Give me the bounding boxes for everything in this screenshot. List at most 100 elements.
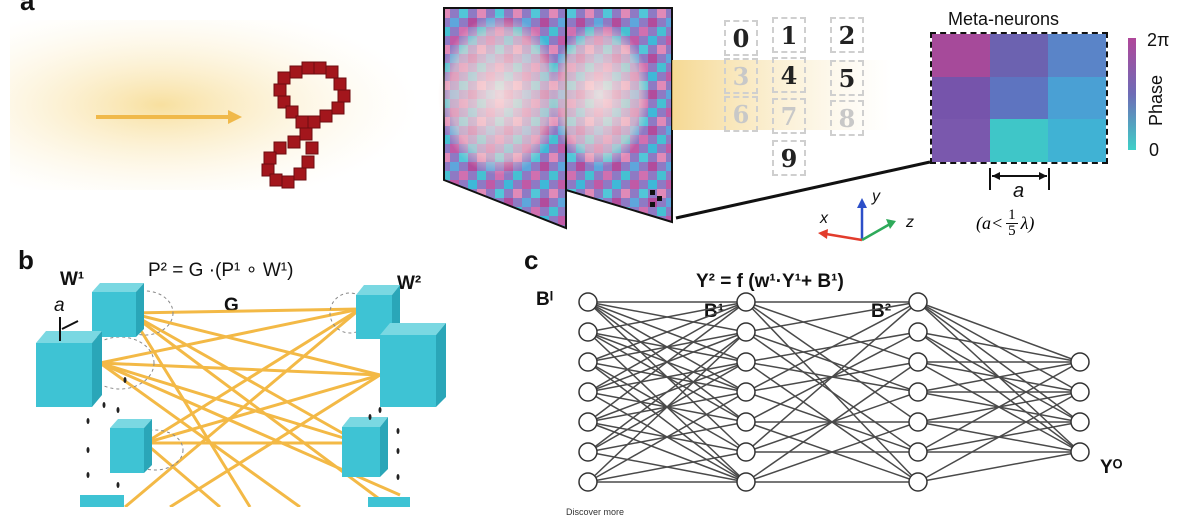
hidden1-node [736,292,756,312]
panel-b: b P² = G ·(P¹ ∘ W¹) W¹ W² G a [0,245,470,507]
output-node [1070,442,1090,462]
constraint-suffix: λ) [1020,212,1035,233]
fraction-num: 1 [1006,206,1018,224]
meta-neuron-cell [932,119,990,162]
connection-links [99,307,401,507]
hidden2-node [908,382,928,402]
meta-neuron-cell [932,34,990,77]
hidden1-node [736,352,756,372]
constraint-prefix: (a< [976,212,1004,233]
digit-cell: 1 [772,17,806,53]
metasurface-layer-2 [550,7,673,224]
input-bias-label: Bᴵ [536,289,554,310]
pitch-label: a [1013,180,1025,202]
pitch-marker [59,317,79,341]
cube-w2-mid [380,323,446,407]
axes-icon [818,198,896,242]
cube-w1-bottom [80,495,124,507]
network-nodes [578,292,1090,492]
input-node [578,352,598,372]
cube-w1-low [110,419,152,473]
hidden1-node [736,382,756,402]
digit-cell: 9 [772,140,806,176]
input-node [578,412,598,432]
fraction: 1 5 [1006,206,1018,239]
output-node [1070,412,1090,432]
digit-cell: 6 [724,96,758,132]
network-edges [587,301,1081,483]
axis-x-label: x [820,210,828,227]
zoom-line [675,160,931,220]
panel-c-equation: Y² = f (w¹·Y¹+ B¹) [696,271,844,292]
cube-neurons [36,283,446,507]
hidden1-node [736,472,756,492]
digit-cell: 8 [830,100,864,136]
metasurface-layer-1 [438,7,567,230]
input-node [578,322,598,342]
digit-label: 6 [732,99,750,129]
digit-cell: 4 [772,57,806,93]
phase-colorbar [1128,38,1136,150]
digit-label: 9 [780,143,798,173]
hidden2-node [908,412,928,432]
digit-cell: 2 [830,17,864,53]
panel-c: c Y² = f (w¹·Y¹+ B¹) Bᴵ B¹ B² Yᴼ [480,245,1190,507]
digit-label: 8 [838,103,856,133]
cube-w2-top [356,285,400,339]
cube-w2-low [342,417,388,477]
digit-eight-object [261,61,351,189]
w2-label: W² [397,273,422,294]
meta-neurons-title: Meta-neurons [948,9,1060,29]
neural-network-diagram [578,292,1090,492]
hidden1-node [736,322,756,342]
digit-label: 3 [732,61,750,91]
hidden2-node [908,442,928,462]
meta-neuron-cell [1048,119,1106,162]
panel-b-letter: b [18,245,34,275]
panel-b-illustration [36,283,446,507]
bias-2-label: B² [871,301,892,322]
digit-label: 2 [838,20,856,50]
hidden2-node [908,472,928,492]
fraction-den: 5 [1008,222,1016,239]
cube-w2-bottom [368,497,410,507]
colorbar-title: Phase [1146,74,1167,127]
discover-more-link[interactable]: Discover more [565,507,624,517]
meta-neuron-cell [1048,34,1106,77]
digit-cell: 3 [724,58,758,94]
output-node [1070,382,1090,402]
hidden1-node [736,442,756,462]
cube-w1-mid [36,331,102,407]
meta-neuron-cell [1048,76,1106,120]
hidden2-node [908,322,928,342]
output-label: Yᴼ [1100,457,1123,478]
colorbar-bottom-label: 0 [1149,140,1160,160]
beam-arrow-head [228,110,242,124]
light-beam [10,20,440,190]
digit-cell: 5 [830,60,864,96]
axis-y-label: y [872,188,880,205]
input-node [578,442,598,462]
meta-neuron-cell [990,119,1048,162]
digit-cell: 0 [724,20,758,56]
axis-z-label: z [906,214,914,231]
panel-a: a [0,0,1190,245]
hidden2-node [908,352,928,372]
constraint-formula: (a< 1 5 λ) [976,206,1034,240]
meta-neuron-cell [990,34,1048,77]
digit-label: 5 [838,63,856,93]
digit-cell: 7 [772,98,806,134]
hidden2-node [908,292,928,312]
meta-neuron-cell [990,76,1048,120]
colorbar-top-label: 2π [1147,30,1170,50]
digit-label: 1 [780,20,798,50]
input-node [578,472,598,492]
hidden1-node [736,412,756,432]
ellipsis-dots [86,377,400,488]
digit-label: 7 [780,101,798,131]
panel-c-letter: c [524,245,539,275]
input-node [578,292,598,312]
input-node [578,382,598,402]
digit-label: 0 [732,23,750,53]
meta-neuron-grid [930,32,1108,164]
